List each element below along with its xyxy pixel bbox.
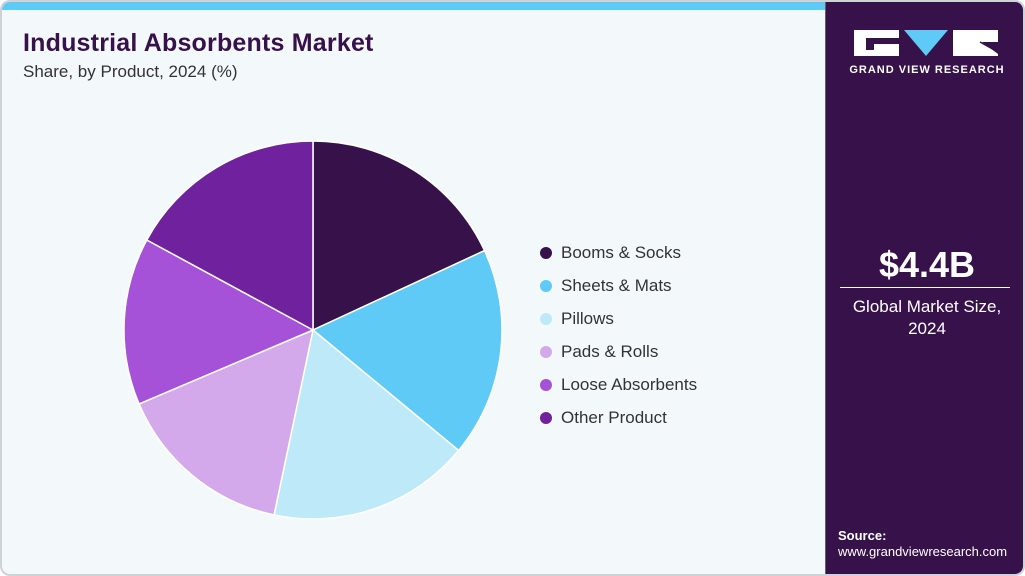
legend-dot-icon <box>540 411 552 424</box>
market-size-label: Global Market Size, 2024 <box>826 296 1023 340</box>
legend-item[interactable]: Sheets & Mats <box>540 269 697 302</box>
legend-label: Other Product <box>561 407 667 427</box>
legend-dot-icon <box>540 378 552 391</box>
legend-item[interactable]: Other Product <box>540 401 697 434</box>
pie-slice-pillows[interactable] <box>273 328 460 520</box>
market-size-value: $4.4B <box>878 244 976 285</box>
legend-item[interactable]: Pads & Rolls <box>540 335 697 368</box>
legend-item[interactable]: Loose Absorbents <box>540 368 697 401</box>
legend-dot-icon <box>540 279 552 292</box>
pie-slice-loose-absorbents[interactable] <box>123 238 315 405</box>
legend-item[interactable]: Booms & Socks <box>540 236 697 269</box>
legend: Booms & Socks Sheets & Mats Pillows Pads & … <box>540 236 697 434</box>
pie-slice-booms-socks[interactable] <box>312 140 486 332</box>
page-subtitle: Share, by Product, 2024 (%) <box>23 62 238 81</box>
market-size-label-line2: 2024 <box>908 319 946 338</box>
page-title: Industrial Absorbents Market <box>23 29 374 57</box>
chart-area: Booms & Socks Sheets & Mats Pillows Pads & … <box>2 102 825 574</box>
pie-slice-sheets-mats[interactable] <box>311 249 503 452</box>
market-size-label-line1: Global Market Size, <box>852 297 1002 316</box>
source-label: Source: <box>838 528 887 543</box>
legend-item[interactable]: Pillows <box>540 302 697 335</box>
legend-dot-icon <box>540 312 552 325</box>
legend-label: Booms & Socks <box>561 242 681 262</box>
legend-label: Sheets & Mats <box>561 275 672 295</box>
gvr-logo-icon <box>854 30 998 56</box>
pie-slice-pads-rolls[interactable] <box>138 328 315 516</box>
accent-bar <box>2 2 825 10</box>
legend-label: Pads & Rolls <box>561 341 659 361</box>
legend-label: Loose Absorbents <box>561 374 698 394</box>
pie-chart <box>123 140 503 520</box>
legend-dot-icon <box>540 345 552 358</box>
side-panel: GRAND VIEW RESEARCH $4.4B Global Market … <box>825 2 1023 574</box>
source-link[interactable]: www.grandviewresearch.com <box>838 544 1008 559</box>
legend-dot-icon <box>540 246 552 259</box>
divider <box>840 287 1010 288</box>
brand-name: GRAND VIEW RESEARCH <box>849 64 1005 76</box>
pie-slice-other-product[interactable] <box>145 140 314 332</box>
legend-label: Pillows <box>561 308 614 328</box>
